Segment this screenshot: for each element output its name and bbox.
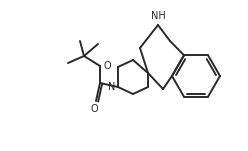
Text: N: N: [108, 82, 115, 92]
Text: O: O: [103, 61, 111, 71]
Text: NH: NH: [151, 11, 165, 21]
Text: O: O: [90, 104, 98, 114]
